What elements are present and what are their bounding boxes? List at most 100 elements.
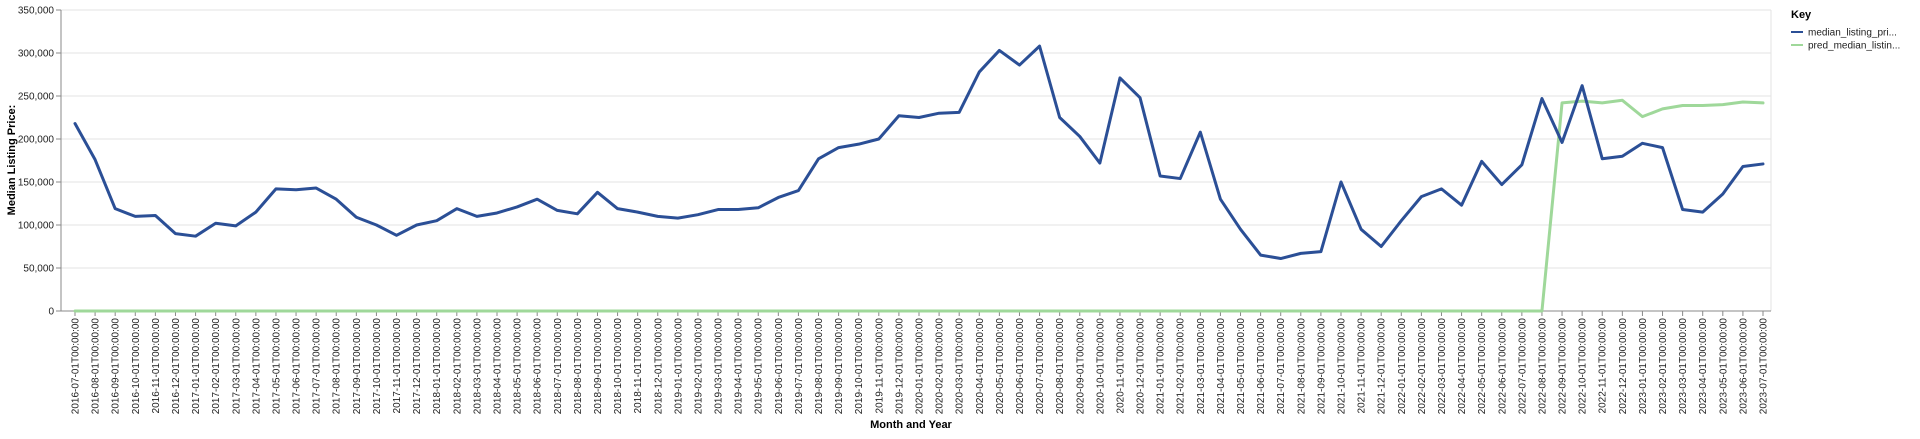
- x-tick-label: 2019-08-01T00:00:00: [814, 318, 825, 415]
- x-tick-label: 2017-12-01T00:00:00: [412, 318, 423, 415]
- y-tick-label: 300,000: [18, 49, 55, 60]
- x-tick-label: 2016-10-01T00:00:00: [131, 318, 142, 415]
- x-tick-label: 2017-03-01T00:00:00: [231, 318, 242, 415]
- x-tick-label: 2017-11-01T00:00:00: [392, 318, 403, 414]
- y-tick-label: 50,000: [23, 264, 54, 275]
- x-tick-label: 2023-01-01T00:00:00: [1638, 318, 1649, 415]
- x-tick-label: 2021-04-01T00:00:00: [1216, 318, 1227, 415]
- x-tick-label: 2019-06-01T00:00:00: [774, 318, 785, 415]
- x-tick-label: 2020-01-01T00:00:00: [915, 318, 926, 415]
- x-tick-label: 2021-08-01T00:00:00: [1296, 318, 1307, 415]
- x-tick-label: 2019-07-01T00:00:00: [794, 318, 805, 415]
- x-tick-label: 2020-03-01T00:00:00: [955, 318, 966, 415]
- x-tick-label: 2019-12-01T00:00:00: [894, 318, 905, 415]
- x-tick-label: 2018-04-01T00:00:00: [493, 318, 504, 415]
- x-tick-label: 2023-03-01T00:00:00: [1678, 318, 1689, 415]
- x-tick-label: 2018-09-01T00:00:00: [593, 318, 604, 415]
- x-tick-label: 2018-02-01T00:00:00: [452, 318, 463, 415]
- gridlines: [61, 9, 1772, 312]
- x-tick-label: 2019-10-01T00:00:00: [854, 318, 865, 415]
- x-tick-label: 2022-06-01T00:00:00: [1497, 318, 1508, 415]
- x-tick-label: 2020-06-01T00:00:00: [1015, 318, 1026, 415]
- x-tick-label: 2020-08-01T00:00:00: [1055, 318, 1066, 415]
- x-tick-label: 2018-07-01T00:00:00: [553, 318, 564, 415]
- x-tick-label: 2020-10-01T00:00:00: [1095, 318, 1106, 415]
- x-tick-label: 2016-08-01T00:00:00: [91, 318, 102, 415]
- x-tick-label: 2021-05-01T00:00:00: [1236, 318, 1247, 415]
- x-tick-label: 2017-01-01T00:00:00: [191, 318, 202, 415]
- x-tick-label: 2021-07-01T00:00:00: [1276, 318, 1287, 415]
- y-axis-title: Median Listing Price:: [6, 105, 18, 216]
- x-tick-label: 2018-12-01T00:00:00: [653, 318, 664, 415]
- x-tick-label: 2017-08-01T00:00:00: [332, 318, 343, 415]
- x-tick-label: 2022-11-01T00:00:00: [1598, 318, 1609, 414]
- x-tick-label: 2019-01-01T00:00:00: [673, 318, 684, 415]
- legend-title: Key: [1791, 9, 1812, 21]
- x-tick-label: 2017-07-01T00:00:00: [312, 318, 323, 415]
- x-tick-label: 2020-09-01T00:00:00: [1075, 318, 1086, 415]
- x-tick-label: 2017-04-01T00:00:00: [251, 318, 262, 415]
- series-line-0: [73, 44, 1765, 261]
- x-tick-label: 2021-12-01T00:00:00: [1377, 318, 1388, 415]
- x-tick-label: 2022-05-01T00:00:00: [1477, 318, 1488, 415]
- x-tick-label: 2018-06-01T00:00:00: [533, 318, 544, 415]
- x-tick-label: 2021-09-01T00:00:00: [1316, 318, 1327, 415]
- x-tick-label: 2017-02-01T00:00:00: [211, 318, 222, 415]
- x-tick-label: 2018-05-01T00:00:00: [513, 318, 524, 415]
- x-tick-label: 2018-11-01T00:00:00: [633, 318, 644, 414]
- y-tick-label: 150,000: [18, 178, 55, 189]
- x-tick-label: 2023-04-01T00:00:00: [1698, 318, 1709, 415]
- x-tick-label: 2022-01-01T00:00:00: [1397, 318, 1408, 415]
- y-tick-label: 350,000: [18, 6, 55, 17]
- x-tick-label: 2020-02-01T00:00:00: [935, 318, 946, 415]
- x-tick-label: 2017-09-01T00:00:00: [352, 318, 363, 415]
- x-tick-label: 2018-01-01T00:00:00: [432, 318, 443, 415]
- x-tick-label: 2016-07-01T00:00:00: [71, 318, 82, 415]
- x-tick-label: 2022-02-01T00:00:00: [1417, 318, 1428, 415]
- x-tick-label: 2021-06-01T00:00:00: [1256, 318, 1267, 415]
- x-tick-label: 2021-03-01T00:00:00: [1196, 318, 1207, 415]
- x-axis-title: Month and Year: [870, 419, 952, 431]
- x-tick-label: 2022-12-01T00:00:00: [1618, 318, 1629, 415]
- legend-label: pred_median_listin...: [1808, 41, 1900, 52]
- series-lines: [73, 44, 1765, 313]
- x-tick-label: 2023-02-01T00:00:00: [1658, 318, 1669, 415]
- x-tick-label: 2022-03-01T00:00:00: [1437, 318, 1448, 415]
- y-tick-label: 0: [48, 307, 54, 318]
- x-tick-label: 2022-09-01T00:00:00: [1558, 318, 1569, 415]
- x-tick-label: 2016-11-01T00:00:00: [151, 318, 162, 414]
- x-tick-label: 2022-08-01T00:00:00: [1537, 318, 1548, 415]
- x-tick-label: 2023-05-01T00:00:00: [1718, 318, 1729, 415]
- x-tick-label: 2019-04-01T00:00:00: [734, 318, 745, 415]
- x-tick-label: 2018-08-01T00:00:00: [573, 318, 584, 415]
- x-tick-label: 2020-07-01T00:00:00: [1035, 318, 1046, 415]
- x-tick-label: 2023-07-01T00:00:00: [1759, 318, 1770, 415]
- x-tick-label: 2019-11-01T00:00:00: [874, 318, 885, 414]
- x-tick-label: 2022-07-01T00:00:00: [1517, 318, 1528, 415]
- x-tick-label: 2020-04-01T00:00:00: [975, 318, 986, 415]
- y-tick-label: 250,000: [18, 92, 55, 103]
- x-tick-label: 2021-10-01T00:00:00: [1337, 318, 1348, 415]
- x-tick-label: 2017-10-01T00:00:00: [372, 318, 383, 415]
- legend-label: median_listing_pri...: [1808, 28, 1897, 39]
- x-tick-label: 2018-03-01T00:00:00: [472, 318, 483, 415]
- y-tick-label: 200,000: [18, 135, 55, 146]
- x-tick-label: 2019-03-01T00:00:00: [714, 318, 725, 415]
- x-tick-label: 2022-04-01T00:00:00: [1457, 318, 1468, 415]
- x-tick-label: 2020-12-01T00:00:00: [1136, 318, 1147, 415]
- x-tick-label: 2021-11-01T00:00:00: [1357, 318, 1368, 414]
- series-line-1: [73, 98, 1765, 313]
- x-tick-label: 2021-02-01T00:00:00: [1176, 318, 1187, 415]
- x-tick-label: 2019-09-01T00:00:00: [834, 318, 845, 415]
- y-tick-label: 100,000: [18, 221, 55, 232]
- x-tick-label: 2017-05-01T00:00:00: [271, 318, 282, 415]
- legend: Key median_listing_pri... pred_median_lis…: [1791, 9, 1900, 52]
- x-tick-label: 2017-06-01T00:00:00: [292, 318, 303, 415]
- x-tick-label: 2019-05-01T00:00:00: [754, 318, 765, 415]
- x-tick-label: 2018-10-01T00:00:00: [613, 318, 624, 415]
- x-tick-label: 2020-05-01T00:00:00: [995, 318, 1006, 415]
- x-tick-label: 2016-09-01T00:00:00: [111, 318, 122, 415]
- x-tick-label: 2023-06-01T00:00:00: [1738, 318, 1749, 415]
